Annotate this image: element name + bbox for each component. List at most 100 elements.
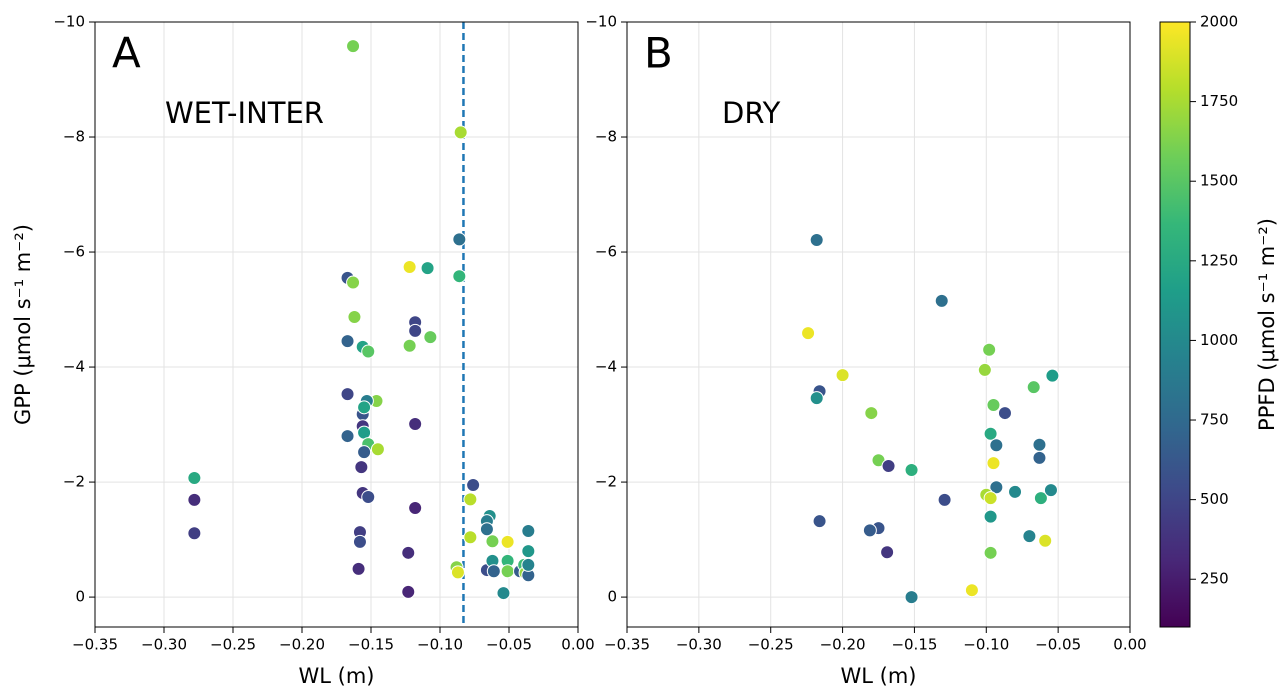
data-point	[989, 480, 1004, 495]
colorbar-tick-label: 500	[1200, 490, 1229, 508]
data-point	[340, 334, 355, 349]
data-point	[1008, 484, 1023, 499]
data-point	[340, 429, 355, 444]
colorbar-tick-label: 1500	[1200, 172, 1238, 190]
data-point	[408, 323, 423, 338]
colorbar	[1159, 21, 1191, 628]
x-tick-label: −0.20	[279, 636, 325, 654]
data-point	[812, 514, 827, 529]
x-tick-label: −0.35	[72, 636, 118, 654]
y-tick-label: −4	[595, 358, 617, 376]
data-point	[361, 344, 376, 359]
data-point	[982, 342, 997, 357]
x-tick-label: −0.15	[891, 636, 937, 654]
x-tick-label: −0.35	[604, 636, 650, 654]
data-point	[187, 471, 202, 486]
data-point	[1032, 437, 1047, 452]
data-point	[521, 523, 536, 538]
data-point	[347, 310, 362, 325]
data-point	[862, 523, 877, 538]
data-point	[401, 545, 416, 560]
annotation: DRY	[722, 96, 781, 130]
plot-area	[627, 22, 1130, 627]
data-point	[420, 261, 435, 276]
data-point	[357, 445, 372, 460]
colorbar-tick-label: 1750	[1200, 92, 1238, 110]
data-point	[452, 232, 467, 247]
data-point	[402, 338, 417, 353]
data-point	[904, 590, 919, 605]
data-point	[977, 362, 992, 377]
data-point	[346, 39, 361, 54]
data-point	[964, 583, 979, 598]
data-point	[521, 544, 536, 559]
colorbar-tick-label: 1000	[1200, 331, 1238, 349]
x-tick-label: −0.25	[210, 636, 256, 654]
data-point	[1038, 533, 1053, 548]
y-tick-label: −8	[595, 128, 617, 146]
data-point	[370, 442, 385, 457]
data-point	[801, 326, 816, 341]
x-tick-label: −0.20	[820, 636, 866, 654]
data-point	[835, 368, 850, 383]
data-point	[864, 406, 879, 421]
y-tick-label: −8	[63, 128, 85, 146]
data-point	[187, 526, 202, 541]
x-axis-label: WL (m)	[299, 664, 375, 688]
x-tick-label: −0.10	[963, 636, 1009, 654]
data-point	[351, 561, 366, 576]
y-tick-label: 0	[75, 588, 85, 606]
data-point	[450, 565, 465, 580]
data-point	[1026, 380, 1041, 395]
data-point	[1043, 483, 1058, 498]
data-point	[401, 584, 416, 599]
data-point	[453, 125, 468, 140]
data-point	[346, 275, 361, 290]
x-tick-label: −0.05	[1035, 636, 1081, 654]
y-tick-label: −10	[53, 13, 85, 31]
data-point	[408, 416, 423, 431]
data-point	[423, 330, 438, 345]
x-tick-label: 0.00	[561, 636, 594, 654]
data-point	[340, 387, 355, 402]
x-tick-label: −0.25	[748, 636, 794, 654]
data-point	[881, 458, 896, 473]
y-tick-label: −10	[585, 13, 617, 31]
data-point	[496, 586, 511, 601]
data-point	[997, 406, 1012, 421]
x-tick-label: −0.30	[676, 636, 722, 654]
data-point	[500, 564, 515, 579]
y-tick-label: 0	[607, 588, 617, 606]
data-point	[500, 534, 515, 549]
data-point	[986, 398, 1001, 413]
data-point	[357, 400, 372, 415]
data-point	[1022, 529, 1037, 544]
y-tick-label: −6	[595, 243, 617, 261]
data-point	[463, 530, 478, 545]
x-tick-label: −0.10	[417, 636, 463, 654]
data-point	[466, 477, 481, 492]
data-point	[986, 456, 1001, 471]
data-point	[983, 509, 998, 524]
data-point	[1032, 450, 1047, 465]
y-tick-label: −2	[63, 473, 85, 491]
data-point	[983, 426, 998, 441]
data-point	[1033, 491, 1048, 506]
data-point	[452, 269, 467, 284]
data-point	[983, 491, 998, 506]
data-point	[880, 545, 895, 560]
y-tick-label: −2	[595, 473, 617, 491]
data-point	[983, 545, 998, 560]
data-point	[354, 460, 369, 475]
x-tick-label: −0.15	[348, 636, 394, 654]
colorbar-tick-label: 2000	[1200, 13, 1238, 31]
data-point	[479, 522, 494, 537]
y-axis-label: GPP (μmol s⁻¹ m⁻²)	[11, 224, 35, 425]
colorbar-label: PPFD (μmol s⁻¹ m⁻²)	[1255, 218, 1279, 431]
data-point	[463, 492, 478, 507]
data-point	[408, 500, 423, 515]
x-tick-label: 0.00	[1113, 636, 1146, 654]
data-point	[809, 391, 824, 406]
data-point	[187, 492, 202, 507]
y-tick-label: −6	[63, 243, 85, 261]
